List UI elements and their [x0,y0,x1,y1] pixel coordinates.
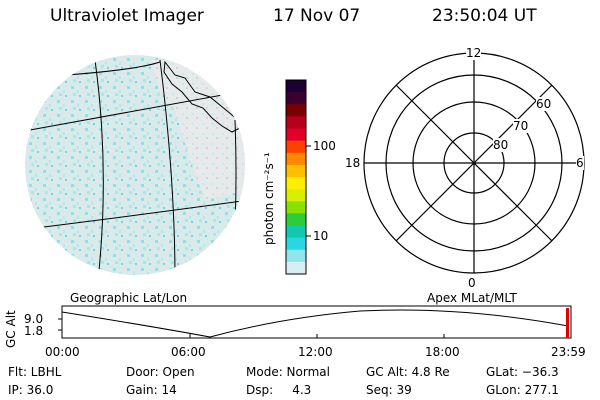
colorbar-unit-label: photon cm⁻²s⁻¹ [262,152,276,245]
lat-label-70: 70 [513,119,529,133]
uv-image-map [25,55,245,275]
colorbar-segment [286,237,306,251]
colorbar-segment [286,164,306,178]
colorbar-segment [286,177,306,190]
status-seq: Seq: 39 [366,383,412,397]
mlt-label-0: 0 [468,276,476,290]
lat-label-60: 60 [536,97,552,111]
colorbar-segment [286,201,306,214]
timeline-left-label: Geographic Lat/Lon [70,291,188,305]
colorbar-segment [286,225,306,239]
status-dsp: Dsp: 4.3 [246,383,312,397]
colorbar-segment [286,92,306,105]
timeline-right-label: Apex MLat/MLT [427,291,517,305]
ytick-1-8: 1.8 [24,324,44,338]
gc-alt-curve [61,309,569,338]
colorbar-segment [286,80,306,93]
colorbar-segment [286,104,306,117]
time-label: 23:50:04 UT [432,6,537,26]
colorbar-tick-10: 10 [313,229,329,243]
status-door: Door: Open [126,365,195,379]
status-gc-alt: GC Alt: 4.8 Re [366,365,450,379]
colorbar-segment [286,213,306,226]
ytick-9: 9.0 [24,312,44,326]
status-mode: Mode: Normal [246,365,330,379]
y-axis-label: GC Alt [4,310,18,348]
colorbar-frame [285,79,307,275]
lat-label-80: 80 [493,138,509,152]
polar-plot [363,52,585,274]
status-flt: Flt: LBHL [8,365,62,379]
colorbar-segment [286,116,306,129]
instrument-title: Ultraviolet Imager [50,6,204,26]
status-gain: Gain: 14 [126,383,177,397]
coastline [163,60,241,133]
colorbar [285,79,307,275]
colorbar-segment [286,140,306,154]
xtick-0600: 06:00 [171,345,206,359]
xtick-2359: 23:59 [551,345,586,359]
xtick-0000: 00:00 [45,345,80,359]
gc-alt-timeline [58,305,572,339]
mlt-label-18: 18 [345,156,361,170]
status-glon: GLon: 277.1 [486,383,559,397]
status-glat: GLat: −36.3 [486,365,559,379]
xtick-1200: 12:00 [298,345,333,359]
date-label: 17 Nov 07 [273,6,361,26]
xtick-1800: 18:00 [425,345,460,359]
colorbar-segment [286,189,306,202]
colorbar-tick-100: 100 [313,139,336,153]
colorbar-segment [286,261,306,275]
colorbar-segment [286,249,306,263]
status-ip: IP: 36.0 [8,383,54,397]
colorbar-segment [286,128,306,142]
colorbar-segment [286,152,306,166]
mlt-label-6: 6 [576,156,584,170]
mlt-label-12: 12 [466,46,482,60]
